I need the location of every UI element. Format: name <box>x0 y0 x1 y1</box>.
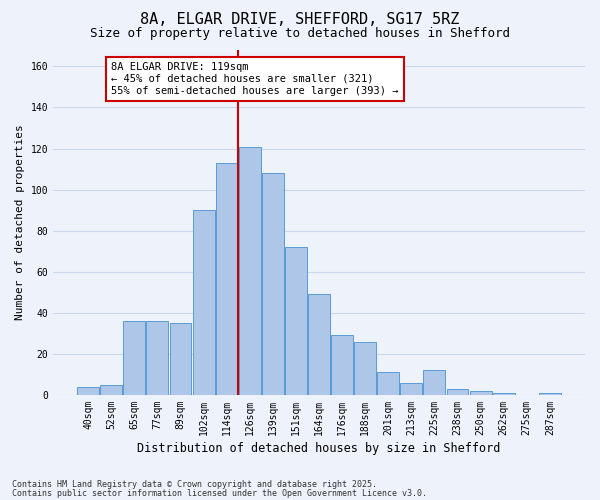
X-axis label: Distribution of detached houses by size in Shefford: Distribution of detached houses by size … <box>137 442 501 455</box>
Bar <box>262 173 284 395</box>
Text: 8A ELGAR DRIVE: 119sqm
← 45% of detached houses are smaller (321)
55% of semi-de: 8A ELGAR DRIVE: 119sqm ← 45% of detached… <box>111 62 399 96</box>
Bar <box>146 321 169 395</box>
Text: Contains HM Land Registry data © Crown copyright and database right 2025.: Contains HM Land Registry data © Crown c… <box>12 480 377 489</box>
Bar <box>493 393 515 395</box>
Bar <box>539 393 561 395</box>
Bar <box>308 294 330 395</box>
Bar <box>216 163 238 395</box>
Bar <box>285 247 307 395</box>
Bar <box>400 382 422 395</box>
Bar <box>470 391 491 395</box>
Bar <box>377 372 399 395</box>
Y-axis label: Number of detached properties: Number of detached properties <box>15 124 25 320</box>
Bar <box>100 384 122 395</box>
Bar <box>124 321 145 395</box>
Bar <box>446 389 469 395</box>
Bar <box>170 323 191 395</box>
Bar <box>77 386 99 395</box>
Text: 8A, ELGAR DRIVE, SHEFFORD, SG17 5RZ: 8A, ELGAR DRIVE, SHEFFORD, SG17 5RZ <box>140 12 460 28</box>
Text: Size of property relative to detached houses in Shefford: Size of property relative to detached ho… <box>90 28 510 40</box>
Bar <box>331 336 353 395</box>
Text: Contains public sector information licensed under the Open Government Licence v3: Contains public sector information licen… <box>12 488 427 498</box>
Bar <box>354 342 376 395</box>
Bar <box>239 146 261 395</box>
Bar <box>424 370 445 395</box>
Bar <box>193 210 215 395</box>
